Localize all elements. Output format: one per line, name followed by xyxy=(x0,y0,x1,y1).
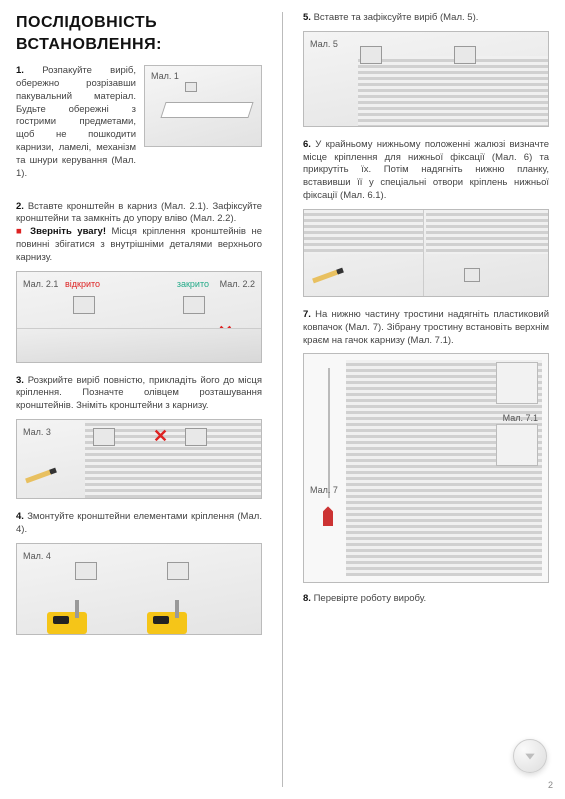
figure-21-label: Мал. 2.1 xyxy=(23,278,58,290)
step-3-text: 3. Розкрийте виріб повністю, прикладіть … xyxy=(16,375,262,413)
figure-1: Мал. 1 xyxy=(144,65,262,147)
page-title: ПОСЛІДОВНІСТЬ ВСТАНОВЛЕННЯ: xyxy=(16,12,262,55)
surface-graphic xyxy=(17,328,261,362)
page-number: 2 xyxy=(548,779,553,791)
bracket-closed xyxy=(183,296,205,314)
bracket-open xyxy=(73,296,95,314)
figure-6-left: Мал. 6 xyxy=(304,210,424,296)
step-2-text: 2. Вставте кронштейн в карниз (Мал. 2.1)… xyxy=(16,201,262,265)
blinds-graphic xyxy=(304,210,423,254)
figure-4-label: Мал. 4 xyxy=(23,550,51,562)
left-column: ПОСЛІДОВНІСТЬ ВСТАНОВЛЕННЯ: 1. Розпакуйт… xyxy=(16,12,262,787)
figure-71-inset xyxy=(496,424,538,466)
rail-graphic xyxy=(160,102,253,118)
figure-7-label: Мал. 7 xyxy=(310,484,338,496)
warning-icon: ■ xyxy=(16,226,30,237)
step-8-text: 8. Перевірте роботу виробу. xyxy=(303,593,549,606)
closed-label: закрито xyxy=(177,278,209,290)
bracket-1 xyxy=(360,46,382,64)
chevron-down-icon xyxy=(523,749,537,763)
bracket-2 xyxy=(185,428,207,446)
instruction-page: ПОСЛІДОВНІСТЬ ВСТАНОВЛЕННЯ: 1. Розпакуйт… xyxy=(0,0,565,799)
scroll-down-button[interactable] xyxy=(513,739,547,773)
wand-graphic xyxy=(328,368,330,498)
figure-61-right: Мал. 6.1 xyxy=(426,210,548,296)
cap-icon xyxy=(323,506,333,526)
figure-5: Мал. 5 xyxy=(303,31,549,127)
bracket-1 xyxy=(93,428,115,446)
bracket-mount-2 xyxy=(167,562,189,580)
figure-22-label: Мал. 2.2 xyxy=(220,278,255,290)
step-6-text: 6. У крайньому нижньому положенні жалюзі… xyxy=(303,139,549,203)
drill-icon xyxy=(47,612,87,634)
blinds-graphic xyxy=(426,210,548,254)
step-1-row: 1. Розпакуйте виріб, обережно розрізавши… xyxy=(16,65,262,186)
step-7-text: 7. На нижню частину тростини надягніть п… xyxy=(303,309,549,347)
bottom-clip xyxy=(464,268,480,282)
pencil-icon xyxy=(312,268,344,284)
step-5-text: 5. Вставте та зафіксуйте виріб (Мал. 5). xyxy=(303,12,549,25)
column-divider xyxy=(282,12,283,787)
x-mark-icon: ✕ xyxy=(153,424,168,448)
figure-2: Мал. 2.1 відкрито закрито Мал. 2.2 ✕ ! xyxy=(16,271,262,363)
figure-6: Мал. 6 Мал. 6.1 xyxy=(303,209,549,297)
parts-graphic xyxy=(185,82,197,92)
drill-icon xyxy=(147,612,187,634)
figure-3: Мал. 3 ✕ xyxy=(16,419,262,499)
bracket-2 xyxy=(454,46,476,64)
open-label: відкрито xyxy=(65,278,100,290)
figure-7-inset-top xyxy=(496,362,538,404)
step-4-text: 4. Змонтуйте кронштейни елементами кріпл… xyxy=(16,511,262,537)
figure-1-label: Мал. 1 xyxy=(151,70,179,82)
figure-71-label: Мал. 7.1 xyxy=(503,412,538,424)
right-column: 5. Вставте та зафіксуйте виріб (Мал. 5).… xyxy=(303,12,549,787)
figure-7: Мал. 7 Мал. 7.1 xyxy=(303,353,549,583)
pencil-icon xyxy=(25,468,57,484)
step-1-text: 1. Розпакуйте виріб, обережно розрізавши… xyxy=(16,65,136,180)
bracket-mount-1 xyxy=(75,562,97,580)
blinds-graphic xyxy=(358,56,548,126)
figure-3-label: Мал. 3 xyxy=(23,426,51,438)
figure-5-label: Мал. 5 xyxy=(310,38,338,50)
figure-4: Мал. 4 xyxy=(16,543,262,635)
